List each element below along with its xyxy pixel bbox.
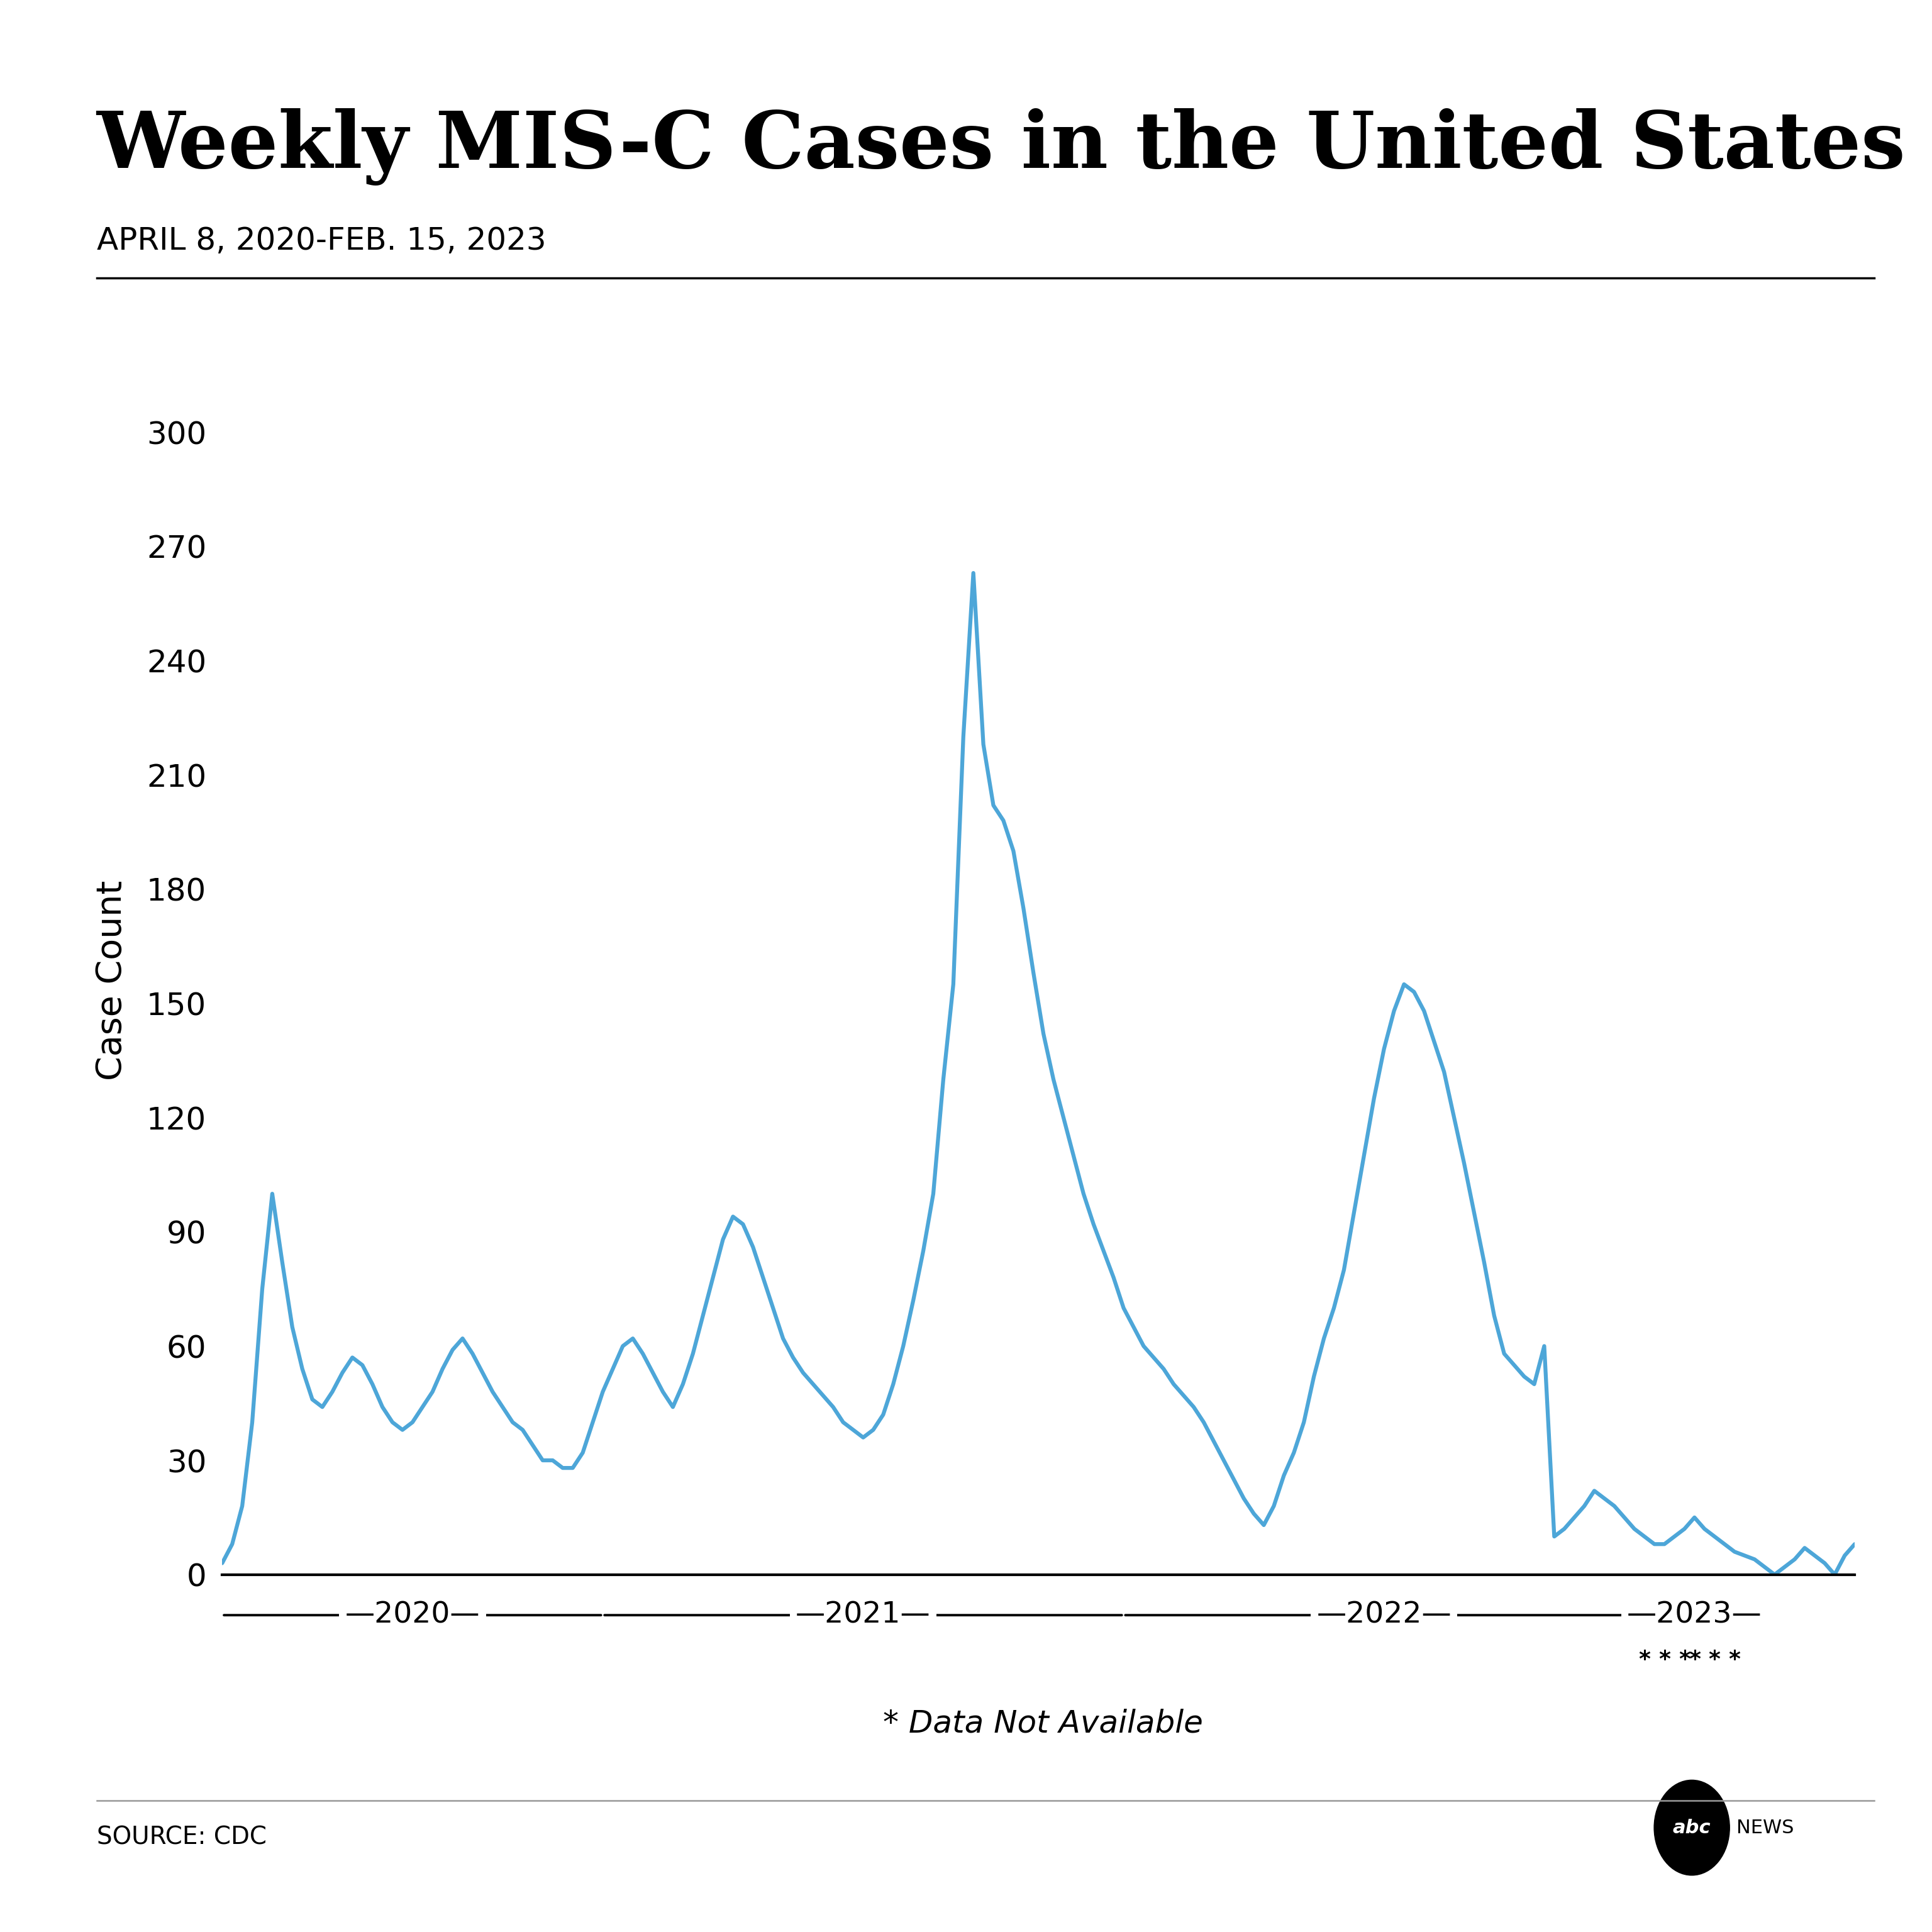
Text: Weekly MIS-C Cases in the United States: Weekly MIS-C Cases in the United States — [97, 108, 1905, 185]
Text: *: * — [1679, 1648, 1690, 1671]
Text: *: * — [1729, 1648, 1741, 1671]
Text: —2022—: —2022— — [1316, 1602, 1451, 1629]
Text: *: * — [1708, 1648, 1721, 1671]
Text: NEWS: NEWS — [1737, 1818, 1793, 1837]
Text: APRIL 8, 2020-FEB. 15, 2023: APRIL 8, 2020-FEB. 15, 2023 — [97, 226, 547, 257]
Text: * Data Not Available: * Data Not Available — [883, 1708, 1204, 1739]
Y-axis label: Case Count: Case Count — [95, 881, 129, 1080]
Text: *: * — [1689, 1648, 1700, 1671]
Text: *: * — [1658, 1648, 1671, 1671]
Text: —2023—: —2023— — [1627, 1602, 1762, 1629]
Text: SOURCE: CDC: SOURCE: CDC — [97, 1826, 267, 1849]
Circle shape — [1654, 1779, 1729, 1876]
Text: —2020—: —2020— — [346, 1602, 479, 1629]
Text: *: * — [1638, 1648, 1650, 1671]
Text: —2021—: —2021— — [796, 1602, 931, 1629]
Text: abc: abc — [1673, 1818, 1712, 1837]
